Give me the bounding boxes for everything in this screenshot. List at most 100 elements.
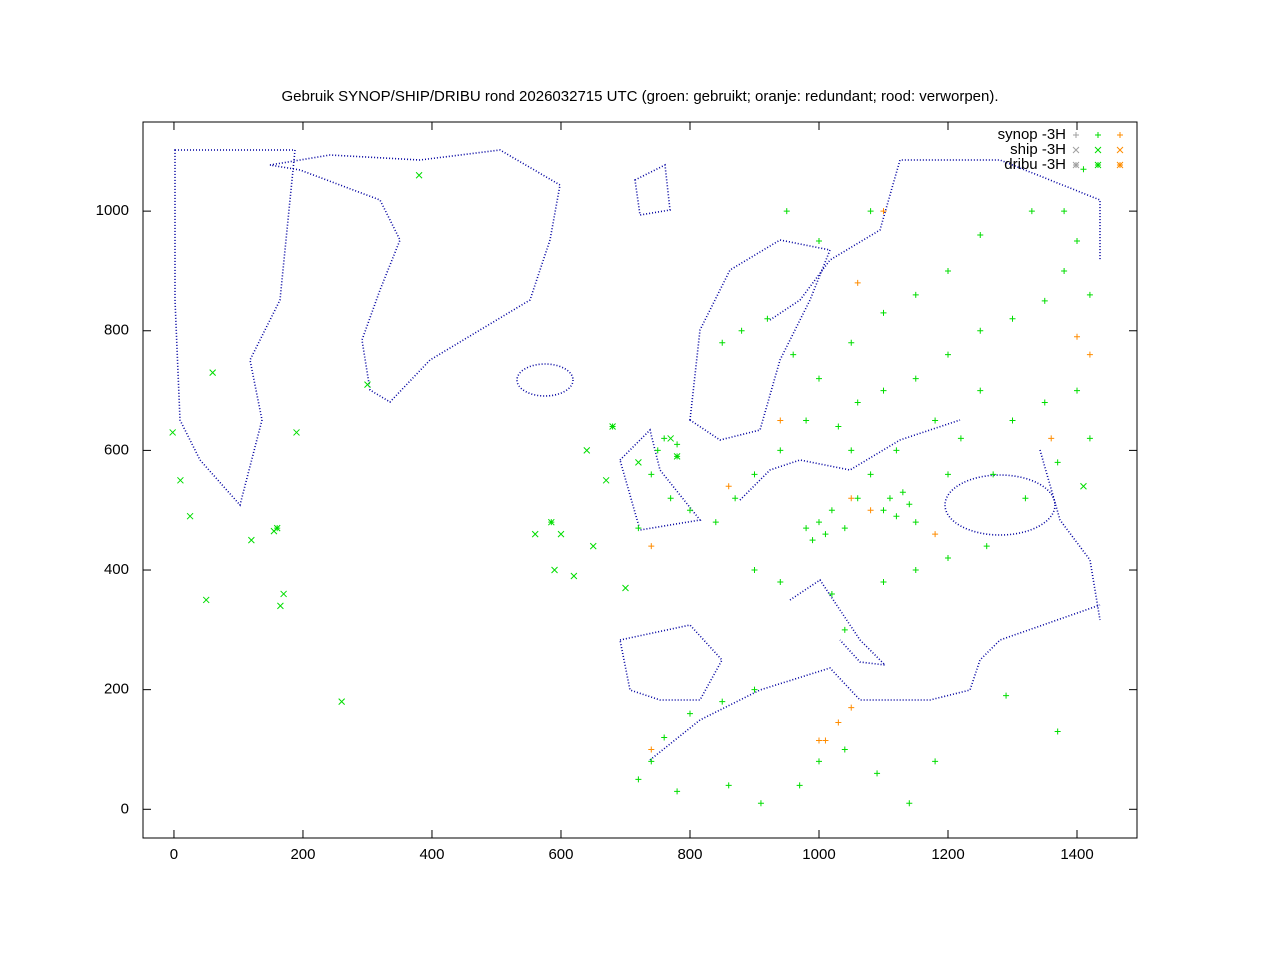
data-point	[854, 495, 861, 502]
coastlines	[174, 149, 1101, 761]
y-tick-label: 600	[104, 441, 129, 458]
data-point	[803, 525, 810, 532]
data-point	[732, 495, 739, 502]
data-point	[622, 584, 629, 592]
data-point	[815, 758, 822, 765]
data-point	[1009, 417, 1016, 424]
data-point	[667, 495, 674, 502]
data-point	[945, 351, 952, 358]
data-point	[570, 572, 578, 580]
data-point	[277, 602, 284, 610]
data-point	[815, 519, 822, 526]
data-point	[815, 238, 822, 245]
data-point	[874, 770, 881, 777]
data-point	[1086, 291, 1093, 298]
data-point	[654, 447, 661, 454]
data-point	[648, 746, 655, 753]
data-point	[661, 435, 668, 442]
data-point	[661, 734, 668, 741]
data-point	[531, 530, 539, 538]
y-tick-label: 1000	[96, 202, 129, 219]
data-point	[719, 698, 726, 705]
data-point	[880, 507, 887, 514]
data-point	[415, 171, 423, 179]
data-point	[977, 387, 984, 394]
data-point	[828, 590, 835, 597]
legend-symbol	[1117, 132, 1123, 138]
data-point	[635, 459, 642, 466]
data-point	[186, 512, 194, 520]
data-point	[867, 507, 874, 514]
data-point	[945, 555, 952, 562]
data-point	[912, 519, 919, 526]
data-point	[815, 375, 822, 382]
data-point	[777, 417, 784, 424]
data-point	[551, 566, 558, 574]
data-point	[273, 524, 281, 532]
data-point	[835, 719, 842, 726]
data-point	[912, 291, 919, 298]
data-point	[945, 267, 952, 274]
data-point	[725, 483, 732, 490]
x-tick-label: 1000	[802, 846, 835, 863]
data-point	[209, 369, 217, 376]
data-point	[674, 441, 681, 448]
data-point	[1028, 208, 1035, 215]
chart-title: Gebruik SYNOP/SHIP/DRIBU rond 2026032715…	[281, 88, 998, 105]
legend-symbol	[1094, 146, 1102, 154]
data-point	[1086, 435, 1093, 442]
y-tick-label: 0	[121, 800, 129, 817]
data-point	[880, 387, 887, 394]
legend-symbol	[1116, 161, 1124, 169]
data-point	[177, 476, 184, 484]
data-point	[893, 447, 900, 454]
data-point	[815, 737, 822, 744]
data-point	[1074, 333, 1081, 340]
data-point	[867, 471, 874, 478]
data-point	[686, 507, 693, 514]
data-point	[783, 208, 790, 215]
data-point	[777, 447, 784, 454]
data-point	[751, 686, 758, 693]
data-point	[1041, 297, 1048, 304]
data-point	[841, 525, 848, 532]
data-point	[848, 447, 855, 454]
legend-symbol	[1116, 146, 1124, 154]
data-point	[945, 471, 952, 478]
legend-symbol	[1072, 161, 1080, 169]
data-point	[848, 339, 855, 346]
data-point	[673, 453, 681, 460]
data-point	[751, 567, 758, 574]
data-point	[557, 530, 565, 538]
data-point	[912, 375, 919, 382]
data-point	[912, 567, 919, 574]
data-point	[1009, 315, 1016, 322]
data-point	[1074, 387, 1081, 394]
data-point	[202, 596, 210, 604]
data-point	[893, 513, 900, 520]
data-point	[932, 758, 939, 765]
data-point	[854, 399, 861, 406]
x-tick-label: 400	[419, 846, 444, 863]
data-point	[667, 435, 674, 442]
data-point	[686, 710, 693, 717]
data-point	[547, 518, 555, 526]
data-point	[841, 746, 848, 753]
data-point	[848, 495, 855, 502]
data-point	[751, 471, 758, 478]
y-tick-label: 800	[104, 322, 129, 339]
data-point	[906, 800, 913, 807]
plot-frame	[142, 121, 1138, 839]
data-point	[1041, 399, 1048, 406]
data-point	[1080, 166, 1087, 173]
data-point	[1074, 238, 1081, 245]
data-point	[880, 208, 887, 215]
data-point	[835, 423, 842, 430]
data-point	[674, 788, 681, 795]
data-point	[169, 429, 177, 436]
y-tick-label: 200	[104, 681, 129, 698]
data-point	[854, 279, 861, 286]
data-point	[738, 327, 745, 334]
data-point	[364, 381, 371, 388]
data-point	[602, 476, 610, 484]
